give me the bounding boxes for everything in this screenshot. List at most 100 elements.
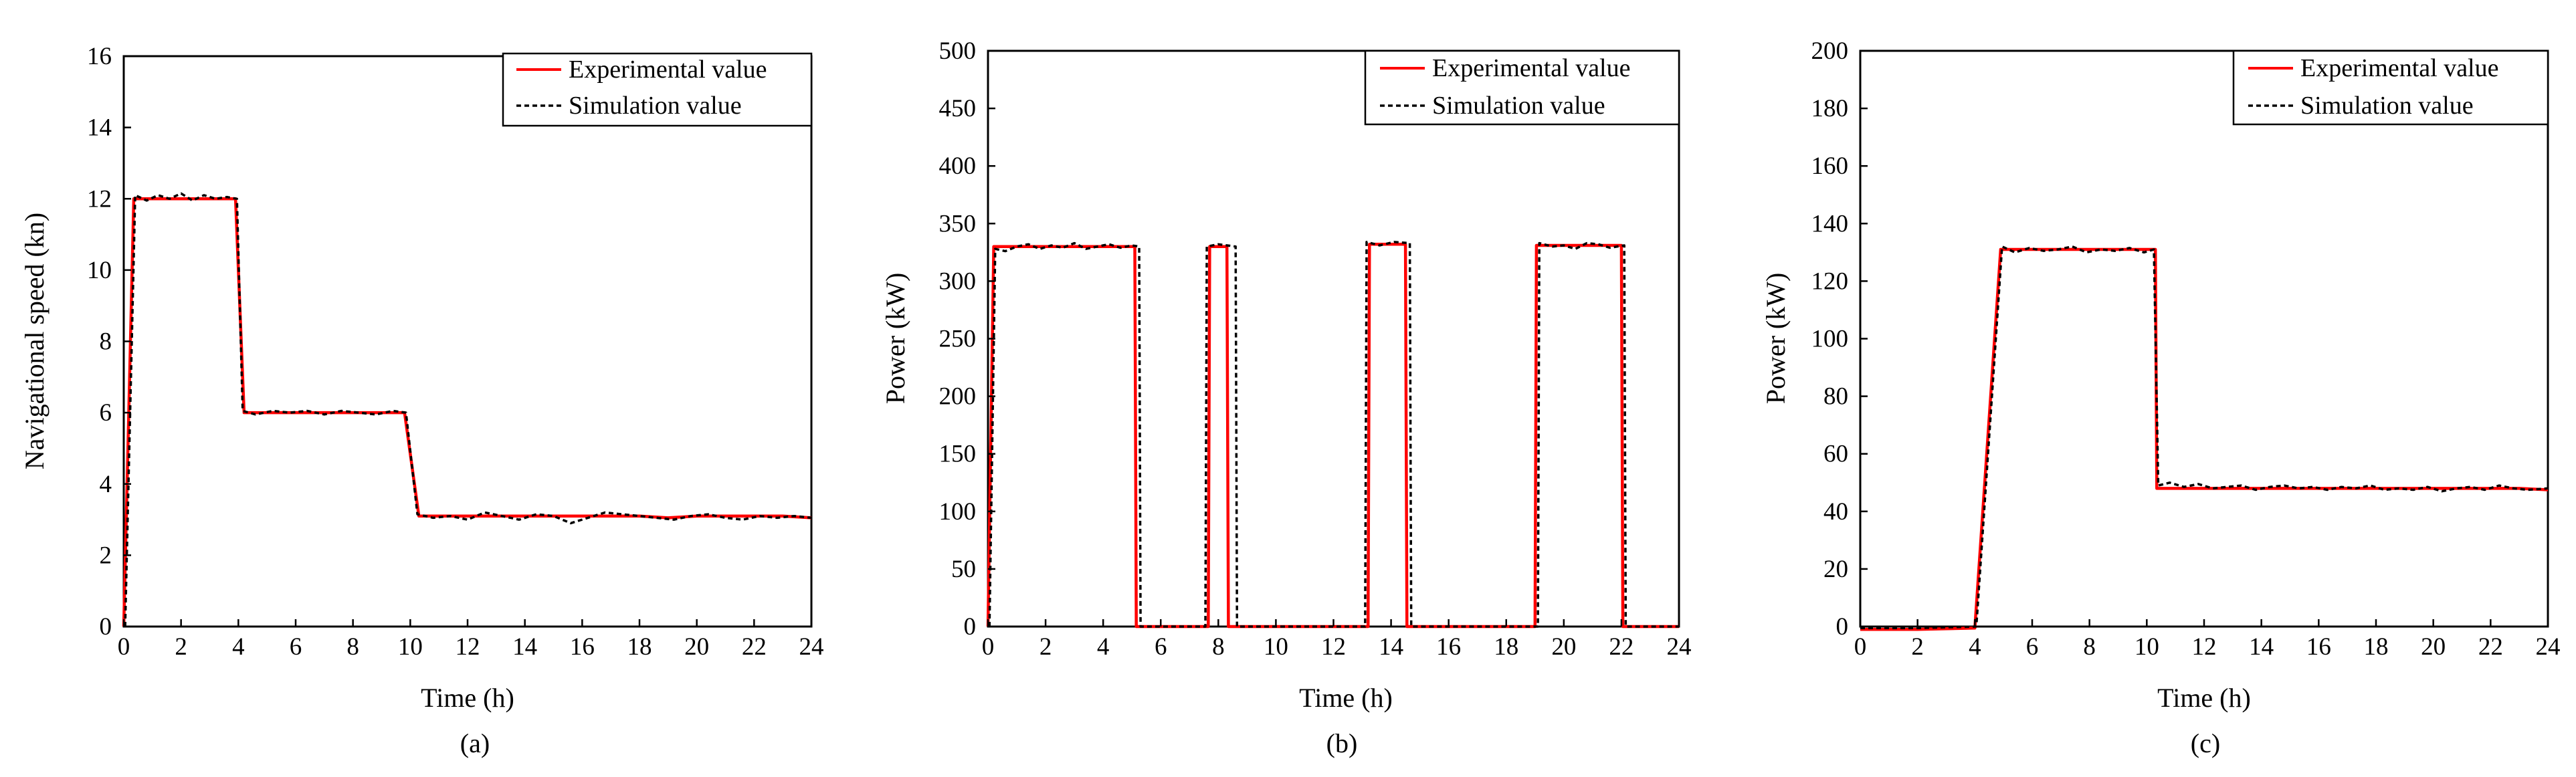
y-tick-label: 200 bbox=[1811, 37, 1849, 65]
legend-label-experimental-a: Experimental value bbox=[569, 56, 767, 84]
x-tick-label: 8 bbox=[2083, 633, 2096, 661]
x-tick-label: 18 bbox=[1494, 633, 1518, 661]
y-tick-label: 150 bbox=[939, 441, 977, 468]
x-tick-label: 12 bbox=[456, 633, 480, 661]
x-tick-label: 14 bbox=[2249, 633, 2274, 661]
y-tick-label: 2 bbox=[100, 542, 112, 569]
x-tick-label: 20 bbox=[684, 633, 709, 661]
x-axis-label-b: Time (h) bbox=[1299, 683, 1393, 713]
y-tick-label: 20 bbox=[1823, 556, 1848, 583]
caption-b: (b) bbox=[1326, 728, 1358, 758]
y-tick-label: 12 bbox=[87, 185, 112, 213]
x-tick-label: 2 bbox=[1039, 633, 1052, 661]
y-tick-label: 160 bbox=[1811, 152, 1849, 180]
x-tick-label: 10 bbox=[1264, 633, 1288, 661]
x-tick-label: 4 bbox=[1969, 633, 1981, 661]
y-tick-label: 0 bbox=[964, 613, 977, 641]
x-tick-label: 20 bbox=[2421, 633, 2446, 661]
x-tick-label: 16 bbox=[1436, 633, 1461, 661]
x-tick-label: 4 bbox=[1097, 633, 1110, 661]
x-tick-label: 22 bbox=[742, 633, 767, 661]
y-tick-label: 10 bbox=[87, 257, 112, 284]
caption-a: (a) bbox=[460, 728, 490, 758]
plot-frame-c bbox=[1859, 49, 2549, 628]
y-axis-label-c: Power (kW) bbox=[1761, 273, 1791, 405]
y-tick-label: 60 bbox=[1823, 441, 1848, 468]
x-tick-label: 10 bbox=[2135, 633, 2159, 661]
x-tick-label: 22 bbox=[1609, 633, 1633, 661]
legend-box-a bbox=[502, 52, 813, 127]
x-tick-label: 20 bbox=[1551, 633, 1576, 661]
y-axis-label-a: Navigational speed (kn) bbox=[19, 213, 49, 469]
series-line-simulation bbox=[124, 192, 812, 627]
y-tick-label: 100 bbox=[939, 498, 977, 526]
caption-c: (c) bbox=[2191, 728, 2220, 758]
legend-label-simulation-c: Simulation value bbox=[2300, 92, 2474, 120]
x-tick-label: 8 bbox=[346, 633, 359, 661]
legend-label-experimental-c: Experimental value bbox=[2300, 54, 2499, 82]
legend-a: Experimental value Simulation value bbox=[502, 52, 813, 127]
x-tick-label: 10 bbox=[398, 633, 423, 661]
y-tick-label: 14 bbox=[87, 114, 112, 142]
x-tick-label: 22 bbox=[2478, 633, 2503, 661]
y-ticks-c: 0 20 40 60 80 100 120 140 160 180 200 bbox=[1811, 37, 1868, 641]
x-tick-label: 2 bbox=[175, 633, 187, 661]
y-ticks-a: 0 2 4 6 8 10 12 14 16 bbox=[87, 43, 131, 641]
panel-c: 0 2 4 6 8 10 12 14 16 18 20 22 24 020406080100120140… bbox=[1761, 37, 2561, 758]
y-tick-label: 50 bbox=[951, 556, 976, 583]
y-tick-label: 180 bbox=[1811, 95, 1849, 122]
x-tick-label: 6 bbox=[2026, 633, 2039, 661]
y-ticks-b: 0 50 100 150 200 250 300 350 400 450 500 bbox=[939, 37, 995, 641]
y-tick-label: 0 bbox=[100, 613, 112, 641]
x-tick-label: 18 bbox=[627, 633, 652, 661]
series-line-simulation bbox=[1860, 245, 2549, 629]
x-tick-label: 12 bbox=[2192, 633, 2217, 661]
x-tick-label: 8 bbox=[1212, 633, 1225, 661]
y-tick-label: 100 bbox=[1811, 326, 1849, 353]
legend-label-simulation-a: Simulation value bbox=[569, 92, 742, 120]
x-tick-label: 6 bbox=[1155, 633, 1167, 661]
series-line-simulation bbox=[988, 241, 1679, 628]
x-tick-label: 18 bbox=[2364, 633, 2389, 661]
x-ticks-a: 0 2 4 6 8 10 12 14 16 18 20 22 24 bbox=[118, 619, 824, 661]
y-tick-label: 200 bbox=[939, 383, 977, 411]
plot-frame-b bbox=[987, 49, 1680, 628]
y-tick-label: 40 bbox=[1823, 498, 1848, 526]
y-tick-label: 8 bbox=[100, 328, 112, 356]
x-tick-label: 4 bbox=[232, 633, 245, 661]
y-tick-label: 300 bbox=[939, 267, 977, 295]
legend-label-experimental-b: Experimental value bbox=[1432, 54, 1631, 82]
y-axis-label-b: Power (kW) bbox=[880, 273, 910, 405]
x-tick-label: 0 bbox=[982, 633, 995, 661]
x-tick-label: 24 bbox=[1667, 633, 1692, 661]
x-tick-label: 24 bbox=[799, 633, 824, 661]
x-tick-label: 14 bbox=[512, 633, 537, 661]
x-axis-label-c: Time (h) bbox=[2157, 683, 2251, 713]
data-layer-b bbox=[986, 241, 1679, 629]
x-tick-label: 16 bbox=[570, 633, 595, 661]
plot-frame-a bbox=[122, 55, 813, 628]
x-tick-label: 24 bbox=[2536, 633, 2561, 661]
x-tick-label: 2 bbox=[1911, 633, 1924, 661]
x-tick-label: 0 bbox=[1854, 633, 1867, 661]
x-tick-label: 0 bbox=[118, 633, 130, 661]
y-tick-label: 120 bbox=[1811, 267, 1849, 295]
y-tick-label: 4 bbox=[100, 471, 112, 498]
legend-box-b bbox=[1364, 49, 1680, 126]
y-tick-label: 500 bbox=[939, 37, 977, 65]
legend-box-c bbox=[2232, 49, 2549, 126]
x-tick-label: 16 bbox=[2306, 633, 2331, 661]
y-tick-label: 16 bbox=[87, 43, 112, 70]
y-tick-label: 80 bbox=[1823, 383, 1848, 411]
y-tick-label: 140 bbox=[1811, 210, 1849, 237]
y-tick-label: 6 bbox=[100, 399, 112, 427]
x-axis-label-a: Time (h) bbox=[421, 683, 514, 713]
y-tick-label: 250 bbox=[939, 326, 977, 353]
y-tick-label: 400 bbox=[939, 152, 977, 180]
data-layer-c bbox=[1860, 245, 2549, 631]
panel-b: 0 2 4 6 8 10 12 14 16 18 20 22 24 050100150200250300… bbox=[880, 37, 1692, 758]
x-tick-label: 12 bbox=[1321, 633, 1346, 661]
x-ticks-c: 0 2 4 6 8 10 12 14 16 18 20 22 24 bbox=[1854, 619, 2561, 661]
